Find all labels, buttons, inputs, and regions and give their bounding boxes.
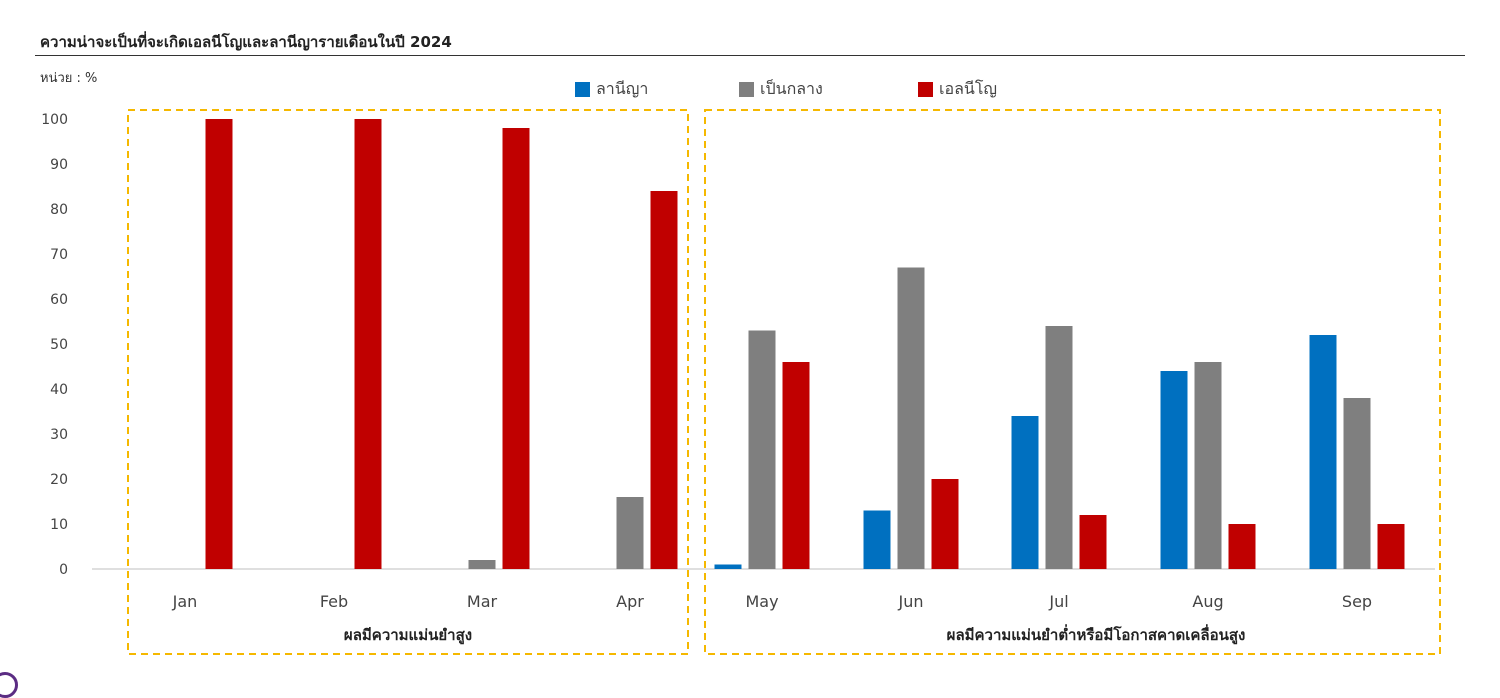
y-tick-label: 0 [59, 562, 68, 578]
group-box [704, 109, 1441, 655]
x-tick-label: Sep [1342, 592, 1372, 611]
y-tick-label: 60 [50, 292, 68, 308]
x-tick-label: Feb [320, 592, 348, 611]
y-tick-label: 30 [50, 427, 68, 443]
bar-el-nino-mar [502, 128, 530, 569]
bar-el-nino-sep [1377, 524, 1405, 569]
y-tick-label: 50 [50, 337, 68, 353]
bar-neutral-sep [1343, 398, 1371, 569]
legend-label-el-nino: เอลนีโญ [939, 79, 998, 98]
bar-el-nino-apr [650, 191, 678, 569]
y-tick-label: 90 [50, 157, 68, 173]
y-tick-label: 20 [50, 472, 68, 488]
bar-la-nina-jul [1011, 416, 1039, 569]
x-tick-label: Jul [1048, 592, 1068, 611]
bar-el-nino-jan [205, 119, 233, 569]
bar-neutral-jun [897, 267, 925, 569]
chart-title: ความน่าจะเป็นที่จะเกิดเอลนีโญและลานีญารา… [40, 33, 452, 51]
legend-swatch-neutral [739, 82, 754, 97]
title-divider [35, 55, 1465, 56]
bar-la-nina-jun [863, 510, 891, 569]
unit-label: หน่วย : % [40, 71, 98, 86]
y-tick-label: 40 [50, 382, 68, 398]
y-tick-label: 70 [50, 247, 68, 263]
bar-el-nino-aug [1228, 524, 1256, 569]
bar-neutral-apr [616, 497, 644, 569]
bar-el-nino-jun [931, 479, 959, 569]
legend-item-el-nino: เอลนีโญ [918, 77, 997, 102]
bar-neutral-jul [1045, 326, 1073, 569]
y-tick-label: 80 [50, 202, 68, 218]
x-tick-label: Jan [172, 592, 198, 611]
legend-label-la-nina: ลานีญา [596, 79, 649, 98]
bar-neutral-aug [1194, 362, 1222, 569]
x-tick-label: May [745, 592, 778, 611]
bar-la-nina-aug [1160, 371, 1188, 569]
group-box [127, 109, 689, 655]
legend-swatch-la-nina [575, 82, 590, 97]
bar-el-nino-may [782, 362, 810, 569]
legend-item-la-nina: ลานีญา [575, 77, 648, 102]
x-tick-label: Jun [898, 592, 924, 611]
y-tick-label: 10 [50, 517, 68, 533]
legend-swatch-el-nino [918, 82, 933, 97]
bar-la-nina-sep [1309, 335, 1337, 569]
y-tick-label: 100 [41, 112, 68, 128]
x-tick-label: Apr [616, 592, 644, 611]
bar-la-nina-may [714, 564, 742, 569]
bar-neutral-mar [468, 560, 496, 569]
legend-item-neutral: เป็นกลาง [739, 77, 823, 102]
bar-neutral-may [748, 330, 776, 569]
bar-el-nino-jul [1079, 515, 1107, 569]
x-tick-label: Aug [1192, 592, 1223, 611]
bar-el-nino-feb [354, 119, 382, 569]
group-label: ผลมีความแม่นยำต่ำหรือมีโอกาสคาดเคลื่อนสู… [947, 624, 1246, 645]
group-label: ผลมีความแม่นยำสูง [344, 626, 472, 645]
bar-chart: 0 10 20 30 40 50 60 70 80 90 100 Jan Feb Mar Apr May Jun… [41, 109, 1441, 655]
legend-label-neutral: เป็นกลาง [760, 79, 823, 98]
x-tick-label: Mar [467, 592, 498, 611]
